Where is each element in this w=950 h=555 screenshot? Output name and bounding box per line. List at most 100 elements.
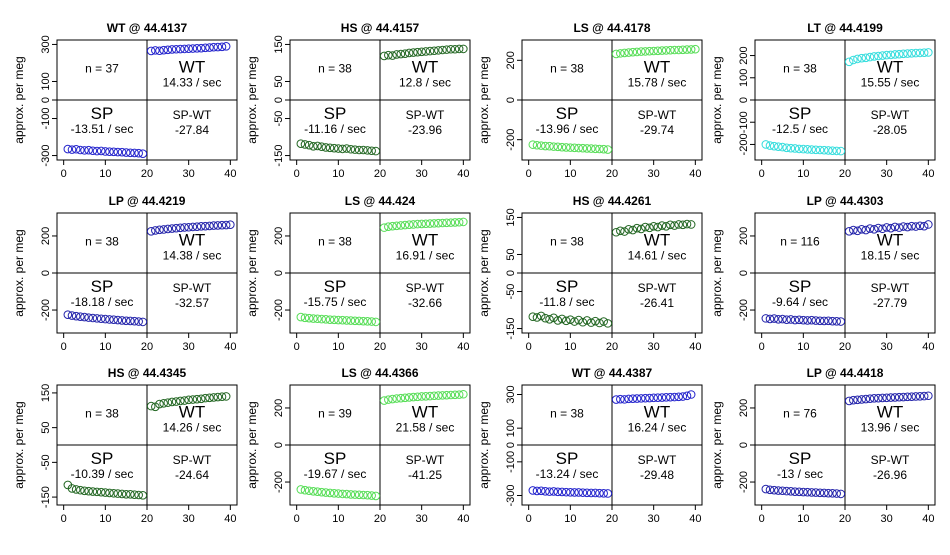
y-tick-label: 0 (273, 442, 285, 448)
data-point (404, 393, 414, 402)
data-point (532, 486, 542, 496)
data-point (304, 313, 314, 323)
data-point (296, 312, 306, 322)
count-label: n = 38 (550, 406, 584, 420)
data-point (151, 226, 160, 235)
data-point (109, 488, 118, 498)
data-point (769, 141, 779, 151)
data-point (794, 487, 804, 497)
data-point (67, 484, 77, 493)
y-tick-label: 200 (738, 399, 750, 417)
data-point (591, 488, 600, 498)
diff-value: -27.79 (873, 296, 907, 310)
data-point (616, 394, 625, 404)
data-point (329, 315, 339, 325)
sp-rate: -11.8 / sec (539, 295, 594, 309)
data-point (674, 220, 683, 229)
data-point (874, 51, 883, 61)
wt-rate: 15.55 / sec (861, 75, 920, 89)
x-tick-label: 20 (606, 513, 618, 525)
data-point (155, 225, 164, 235)
data-point (545, 487, 554, 496)
data-point (869, 394, 879, 403)
data-point (400, 393, 410, 403)
y-tick-label: -300 (505, 484, 517, 506)
data-point (300, 313, 310, 323)
data-point (678, 392, 688, 401)
data-point (384, 50, 393, 60)
chart-panel-1: WT @ 44.4137 0 10 20 30 40 -300 -100 0 100 300 appr… (12, 21, 238, 180)
x-tick-label: 20 (141, 513, 153, 525)
data-point (582, 144, 592, 153)
data-point (894, 223, 904, 232)
data-point (769, 485, 779, 495)
count-label: n = 37 (85, 61, 119, 75)
data-point (188, 44, 198, 53)
data-point (874, 393, 883, 403)
data-point (628, 225, 638, 235)
data-point (670, 392, 679, 402)
y-tick-label: -50 (273, 111, 285, 127)
data-point (105, 147, 114, 156)
data-point (400, 220, 410, 230)
data-point (84, 486, 93, 496)
data-point (890, 222, 900, 232)
data-point (192, 222, 202, 232)
data-point (446, 390, 456, 400)
data-point (782, 486, 791, 496)
data-point (591, 316, 600, 326)
data-point (109, 147, 118, 157)
data-point (63, 310, 73, 319)
data-points (63, 41, 231, 159)
data-point (894, 49, 904, 59)
data-point (832, 146, 841, 156)
x-tick-label: 20 (141, 341, 153, 353)
chart-panel-12: LP @ 44.4418 0 10 20 30 40 -200 0 200 approx. per… (710, 366, 936, 525)
y-tick-label: 50 (273, 75, 285, 87)
sp-label: SP (789, 449, 812, 468)
data-point (459, 217, 468, 227)
wt-label: WT (179, 57, 205, 76)
y-tick-label: -100 (40, 108, 52, 130)
data-point (409, 48, 418, 57)
data-point (417, 219, 426, 229)
data-point (649, 222, 658, 231)
data-point (205, 221, 214, 231)
diff-value: -32.66 (408, 296, 442, 310)
x-tick-label: 40 (922, 168, 934, 180)
x-tick-label: 30 (416, 168, 428, 180)
sp-label: SP (556, 449, 579, 468)
data-point (649, 393, 658, 403)
data-point (134, 490, 143, 500)
data-point (557, 142, 567, 152)
y-tick-label: 0 (505, 442, 517, 448)
data-point (425, 391, 435, 401)
data-point (359, 490, 368, 500)
data-point (561, 316, 571, 326)
x-tick-label: 0 (61, 341, 67, 353)
x-tick-label: 10 (564, 341, 576, 353)
data-point (911, 48, 921, 58)
data-point (582, 488, 592, 498)
wt-label: WT (644, 402, 670, 421)
data-point (88, 313, 98, 323)
x-tick-label: 20 (374, 341, 386, 353)
y-axis-label: approx. per meg (245, 229, 259, 316)
data-point (201, 43, 210, 53)
diff-label: SP-WT (638, 453, 677, 467)
sp-label: SP (556, 104, 579, 123)
data-point (824, 488, 833, 498)
data-point (163, 224, 173, 234)
chart-title: LS @ 44.4178 (573, 21, 650, 35)
data-point (786, 486, 796, 496)
sp-rate: -10.39 / sec (71, 467, 134, 481)
data-point (641, 47, 650, 56)
wt-rate: 14.38 / sec (163, 248, 222, 262)
data-point (113, 489, 123, 498)
sp-rate: -19.67 / sec (304, 467, 367, 481)
y-axis-label: approx. per meg (12, 56, 26, 143)
sp-label: SP (789, 277, 812, 296)
data-points (761, 391, 933, 499)
data-point (803, 145, 812, 154)
data-point (421, 391, 431, 401)
